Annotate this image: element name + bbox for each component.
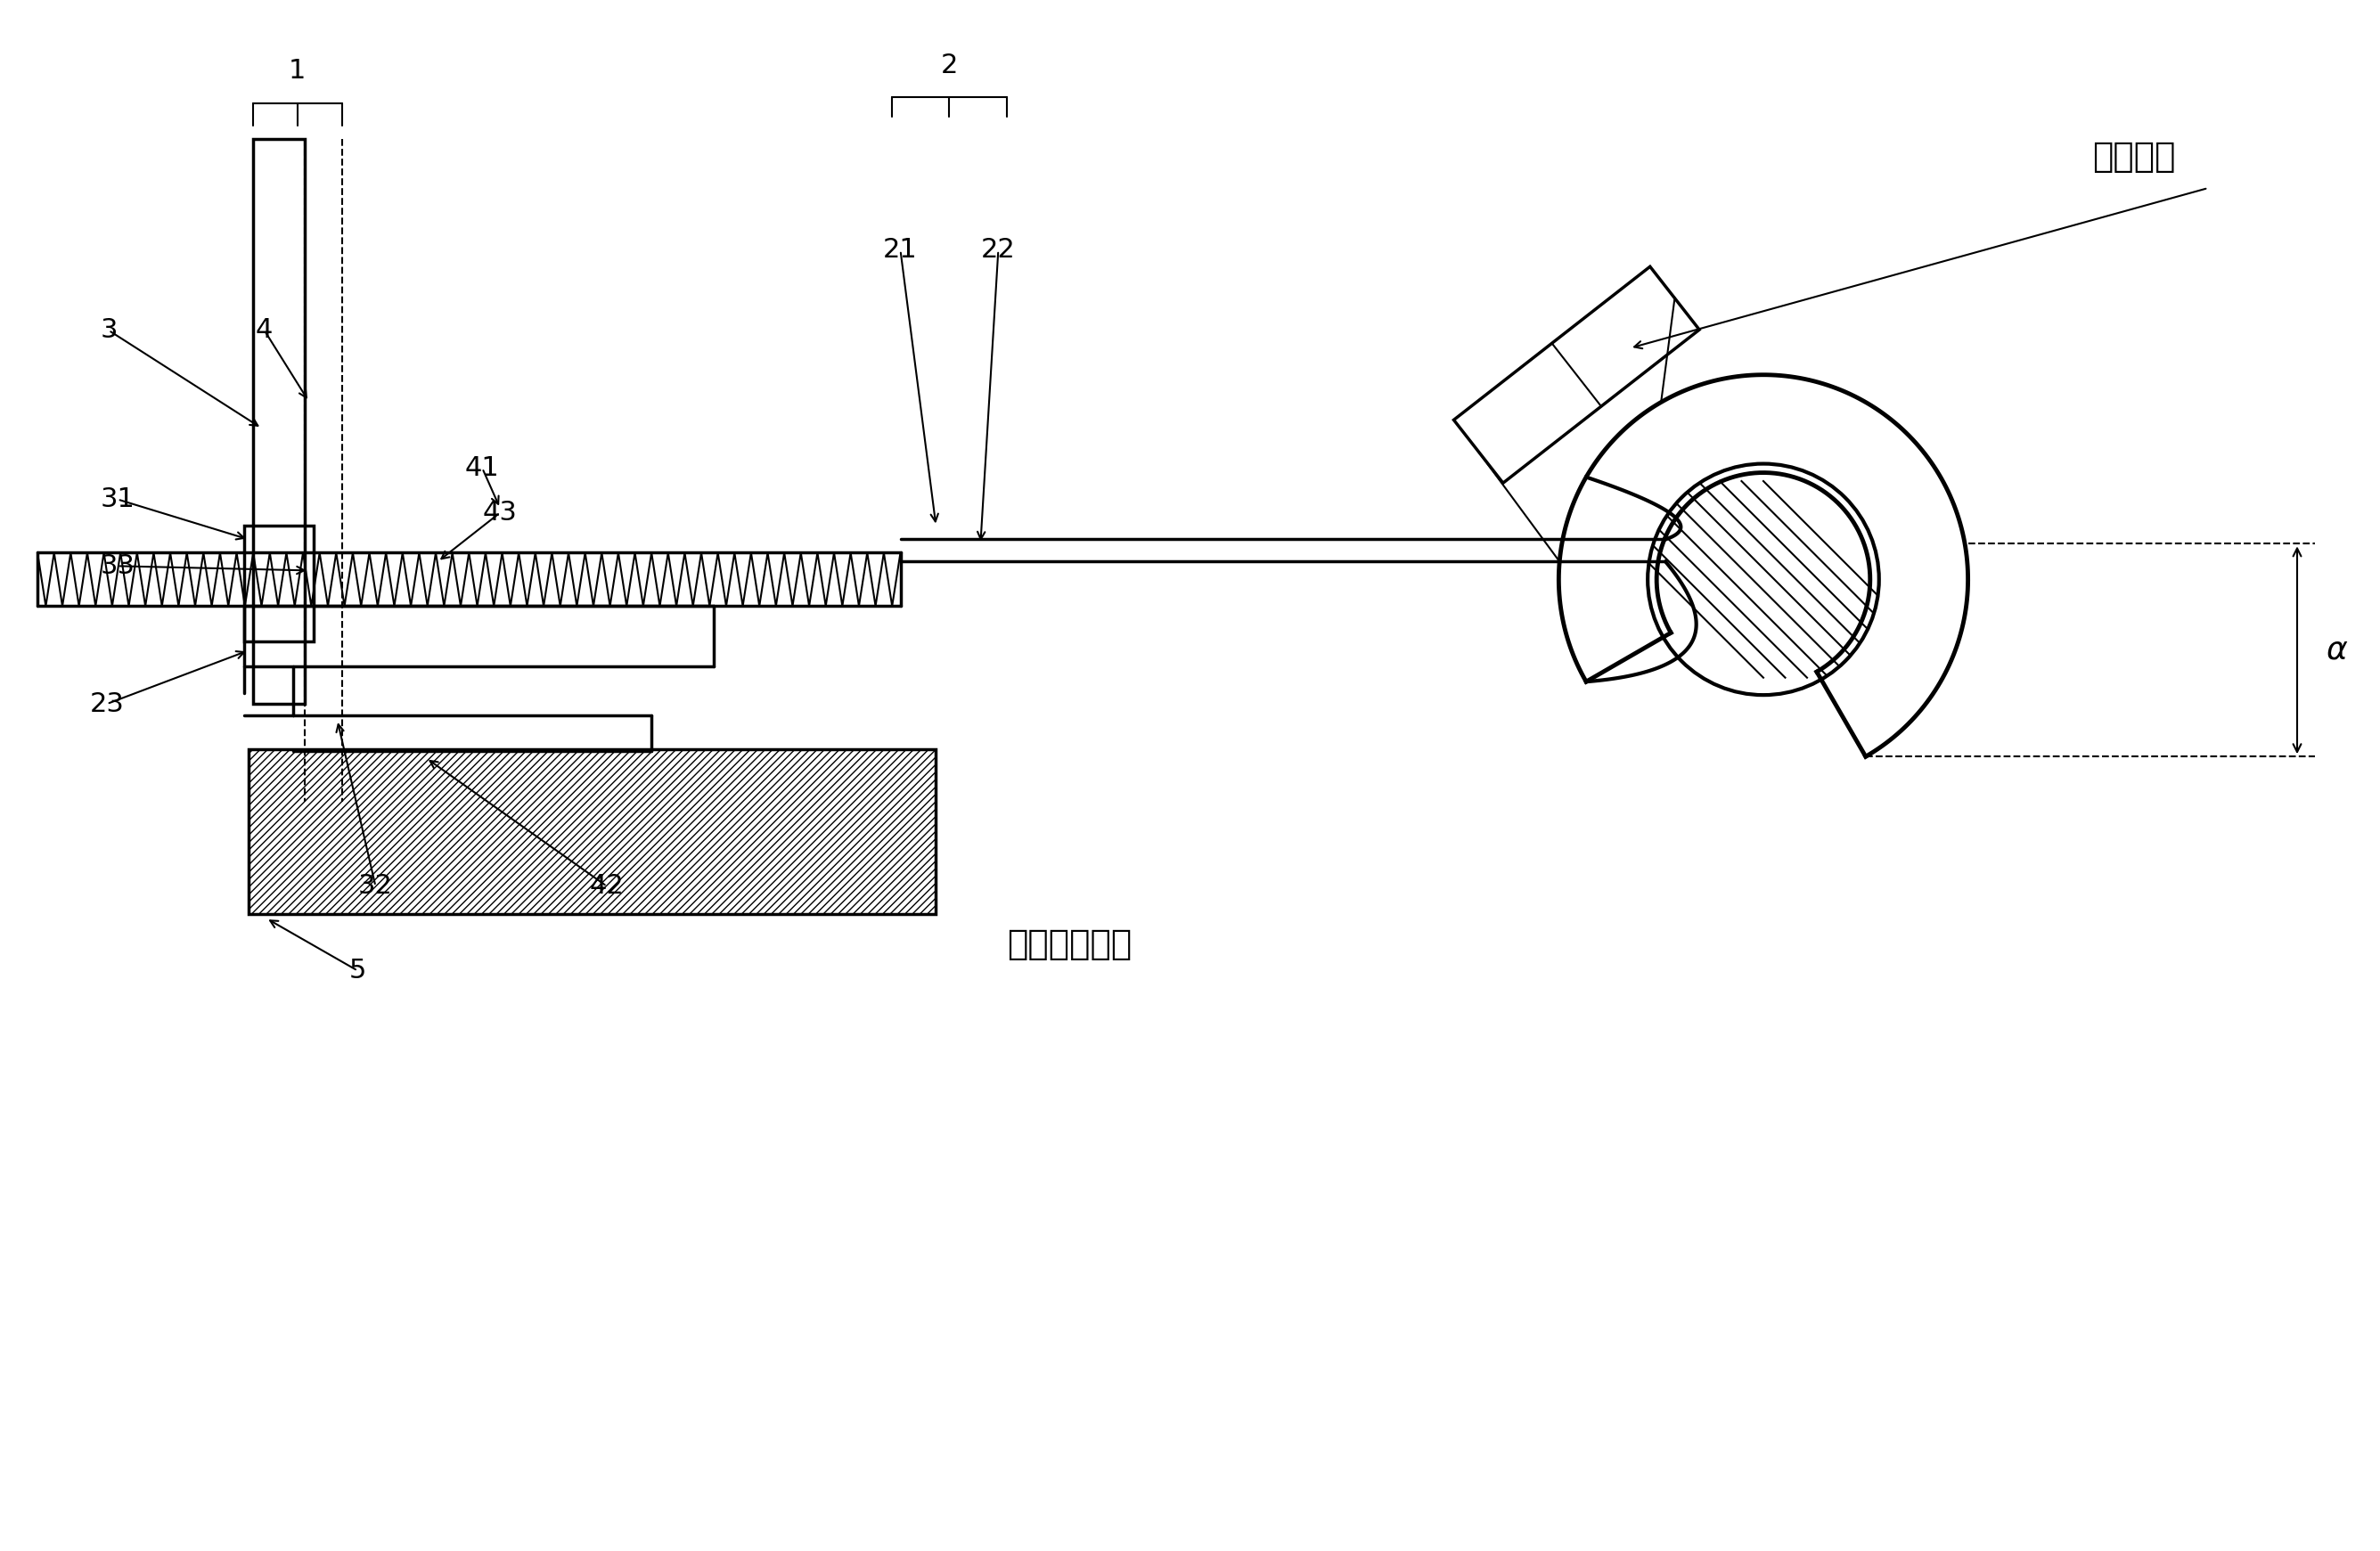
Text: 32: 32 [359, 873, 393, 900]
Text: 23: 23 [90, 692, 124, 717]
Text: 41: 41 [464, 456, 500, 481]
Text: 1: 1 [288, 57, 307, 84]
Circle shape [1647, 464, 1880, 695]
Text: 42: 42 [590, 873, 624, 900]
Polygon shape [248, 749, 935, 914]
Text: 3: 3 [100, 318, 117, 343]
Text: 水平钢筋: 水平钢筋 [2092, 140, 2175, 174]
Text: 43: 43 [483, 499, 516, 526]
Text: 33: 33 [100, 554, 136, 579]
Text: 22: 22 [981, 237, 1016, 264]
Text: 21: 21 [883, 237, 919, 264]
Text: 5: 5 [350, 959, 367, 983]
Text: α: α [2328, 634, 2347, 665]
Text: 水平间隔模板: 水平间隔模板 [1007, 927, 1133, 962]
Text: 31: 31 [100, 487, 136, 512]
Text: 4: 4 [255, 318, 274, 343]
Text: 2: 2 [940, 53, 959, 78]
